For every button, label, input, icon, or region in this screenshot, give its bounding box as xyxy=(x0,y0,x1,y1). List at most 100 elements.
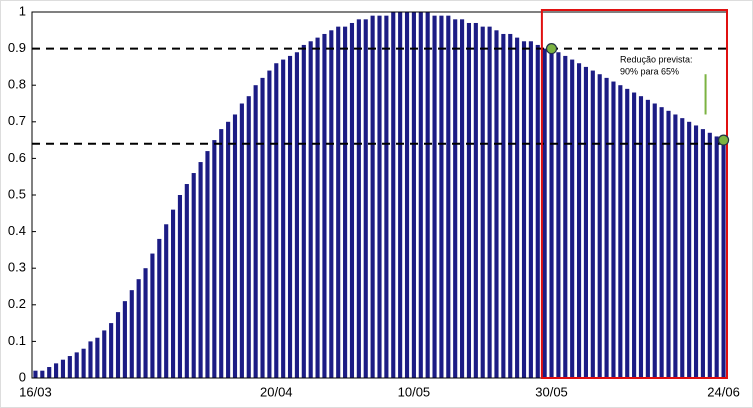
bar xyxy=(336,26,341,378)
bar xyxy=(157,238,162,378)
bar xyxy=(549,48,554,378)
bar xyxy=(274,63,279,379)
bar xyxy=(95,337,100,378)
y-tick-label: 0.6 xyxy=(8,150,26,165)
bar xyxy=(67,356,72,378)
bar xyxy=(576,63,582,379)
bar xyxy=(439,15,444,378)
bar xyxy=(494,30,499,379)
bar xyxy=(356,19,361,378)
bar xyxy=(411,12,416,378)
bar xyxy=(466,22,472,378)
bar xyxy=(81,348,86,378)
x-tick-label: 24/06 xyxy=(707,384,740,399)
bar xyxy=(246,96,251,379)
bar xyxy=(102,330,107,378)
bar xyxy=(177,195,183,378)
highlight-point xyxy=(545,42,558,55)
bar xyxy=(377,15,382,378)
bar xyxy=(604,77,609,378)
bar xyxy=(583,66,588,379)
bar xyxy=(129,290,134,378)
bar xyxy=(260,77,265,378)
x-tick-label: 20/04 xyxy=(260,384,293,399)
bar xyxy=(446,15,451,378)
bar xyxy=(54,363,59,378)
bar xyxy=(404,12,410,378)
bar xyxy=(184,184,189,378)
y-tick-label: 0.9 xyxy=(8,40,26,55)
bar xyxy=(315,37,320,379)
bar xyxy=(425,12,430,378)
bar xyxy=(232,114,238,378)
bar xyxy=(460,19,465,378)
bar xyxy=(687,121,692,379)
bar xyxy=(673,114,678,378)
y-tick-label: 0.2 xyxy=(8,296,26,311)
bar xyxy=(556,52,561,378)
bar xyxy=(60,359,66,378)
bar xyxy=(597,74,602,378)
bar xyxy=(171,209,176,378)
x-tick-label: 10/05 xyxy=(398,384,431,399)
bar xyxy=(301,44,306,378)
bar xyxy=(150,253,155,378)
bar xyxy=(707,132,712,378)
highlight-region xyxy=(540,9,729,379)
bar xyxy=(109,323,114,378)
bar xyxy=(508,33,513,379)
bar xyxy=(501,33,506,379)
bar xyxy=(384,15,389,378)
bar xyxy=(370,15,375,378)
y-tick-label: 0.1 xyxy=(8,333,26,348)
bar xyxy=(212,140,217,378)
bar xyxy=(542,48,547,378)
bar xyxy=(721,140,726,378)
bar xyxy=(40,370,45,378)
bar xyxy=(308,41,313,378)
bar xyxy=(363,19,368,378)
y-tick-label: 0.5 xyxy=(8,186,26,201)
bar xyxy=(432,15,437,378)
highlight-point xyxy=(717,134,730,146)
x-tick-label: 16/03 xyxy=(19,384,52,399)
y-tick-label: 0.4 xyxy=(8,223,26,238)
bar xyxy=(398,12,403,378)
bar xyxy=(618,85,623,378)
y-tick-label: 0.7 xyxy=(8,113,26,128)
bar xyxy=(33,370,38,378)
bar xyxy=(219,129,224,378)
bar xyxy=(287,55,293,379)
bar xyxy=(590,70,595,378)
bar xyxy=(47,367,52,378)
bar xyxy=(638,96,644,379)
annotation: Redução prevista: xyxy=(620,54,693,64)
bar xyxy=(480,26,485,378)
bar xyxy=(74,352,79,378)
bar xyxy=(198,162,203,378)
bar xyxy=(700,129,705,378)
bar xyxy=(666,110,671,378)
bar xyxy=(714,136,719,378)
bar xyxy=(473,22,478,378)
bar xyxy=(528,41,533,378)
bar xyxy=(143,268,148,378)
bar xyxy=(122,301,127,378)
bar xyxy=(294,52,299,378)
bar xyxy=(136,279,141,378)
bar xyxy=(693,125,699,379)
bar xyxy=(535,44,540,378)
bar xyxy=(645,99,650,378)
bar xyxy=(267,70,272,378)
bar xyxy=(343,26,348,378)
bar xyxy=(659,107,664,378)
bar xyxy=(88,341,93,378)
annotation: 90% para 65% xyxy=(620,66,679,76)
bar xyxy=(115,312,121,378)
bar xyxy=(164,224,169,378)
bar xyxy=(191,173,196,378)
bar xyxy=(487,26,492,378)
bar xyxy=(253,85,258,378)
y-tick-label: 0.8 xyxy=(8,77,26,92)
